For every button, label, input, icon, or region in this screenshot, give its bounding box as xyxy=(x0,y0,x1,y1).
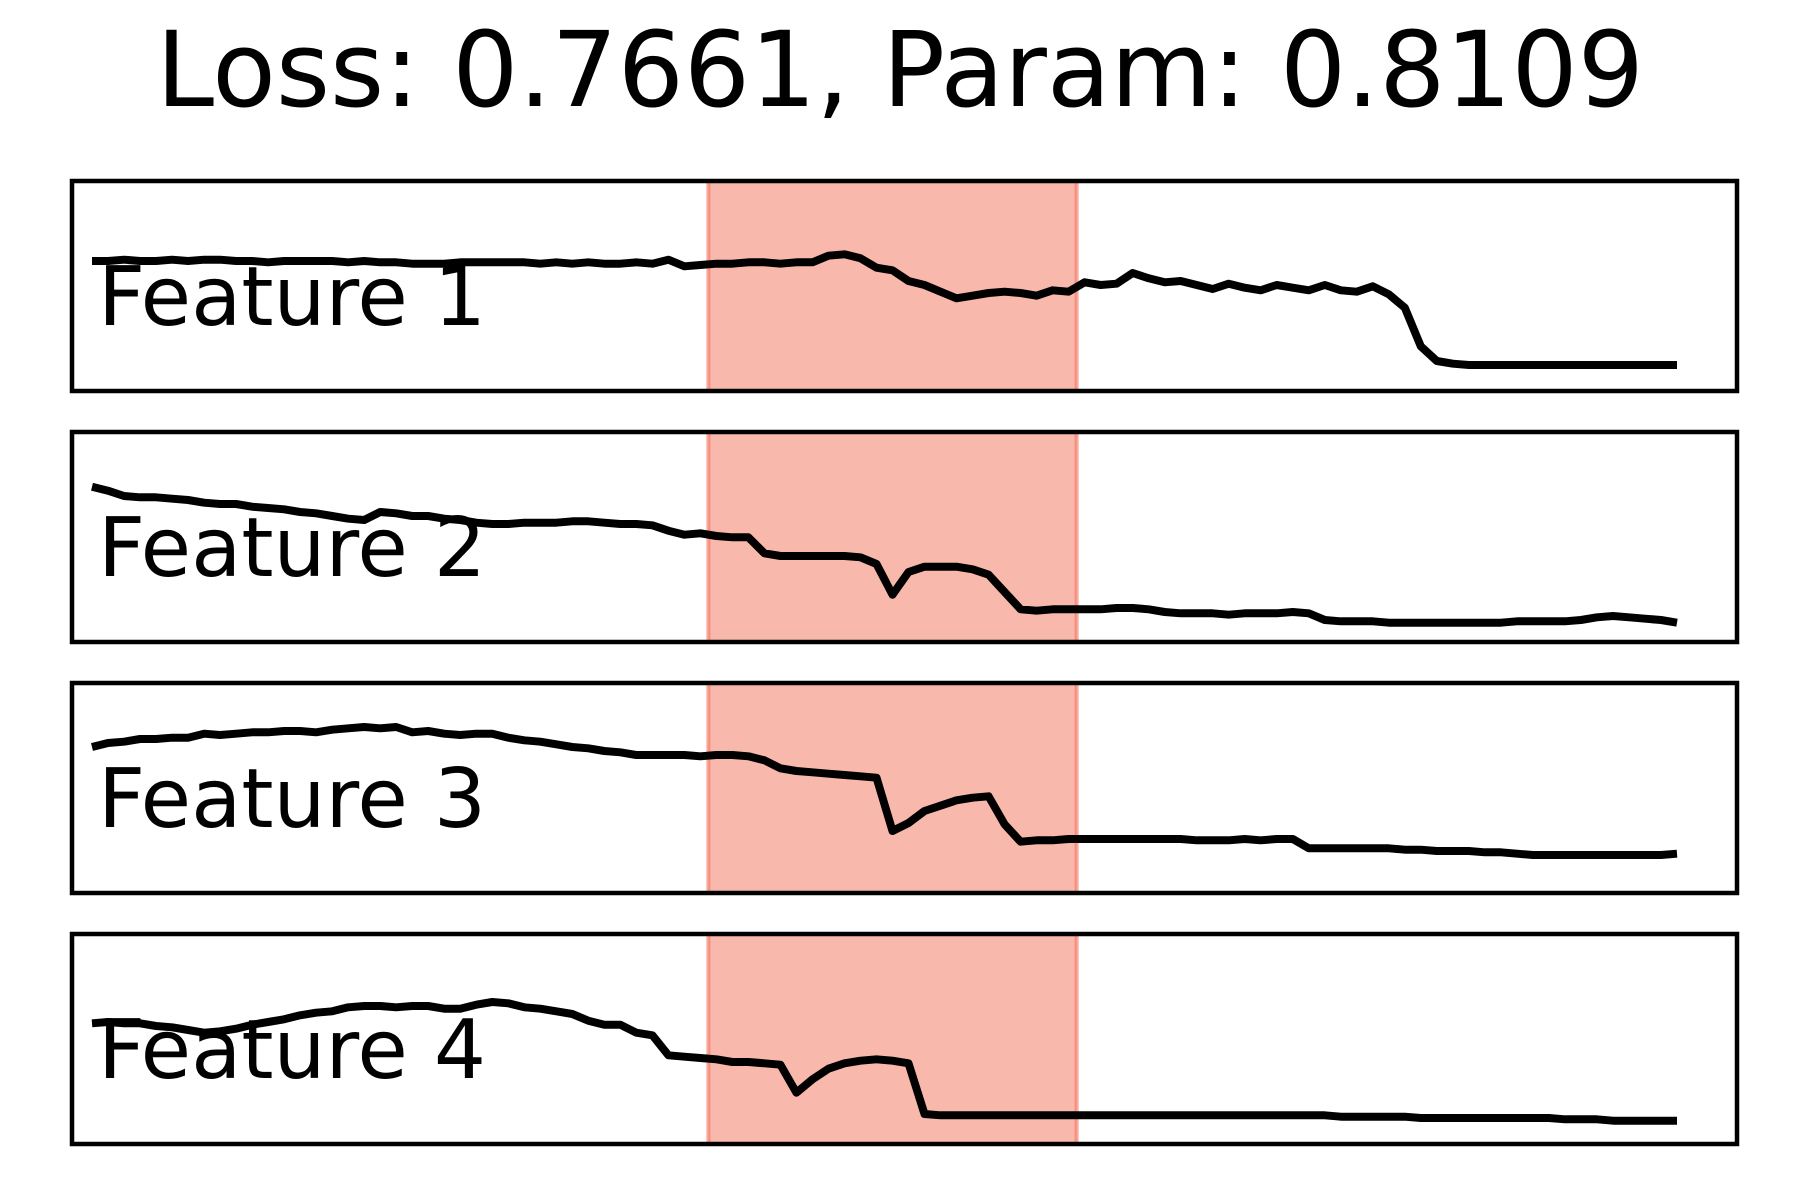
panels-group: Feature 1 Feature 2 Feature 3 Feature 4 xyxy=(69,178,1740,1147)
highlight-band xyxy=(708,181,1077,391)
panel-label: Feature 1 xyxy=(98,250,486,345)
panel-frame xyxy=(69,931,1740,1147)
panel-frame xyxy=(69,680,1740,896)
highlight-band xyxy=(708,683,1077,893)
series-line-feature-1 xyxy=(92,250,1677,369)
series-line-feature-4 xyxy=(91,998,1677,1125)
panel-label: Feature 4 xyxy=(98,1003,486,1098)
panel-frame xyxy=(69,429,1740,645)
panel-frame xyxy=(69,178,1740,394)
chart-title: Loss: 0.7661, Param: 0.8109 xyxy=(156,9,1644,131)
panel-label: Feature 2 xyxy=(98,501,486,596)
series-line-feature-2 xyxy=(91,482,1678,627)
series-line-feature-3 xyxy=(91,723,1678,859)
panel-label: Feature 3 xyxy=(98,752,486,847)
highlight-band xyxy=(708,934,1077,1144)
